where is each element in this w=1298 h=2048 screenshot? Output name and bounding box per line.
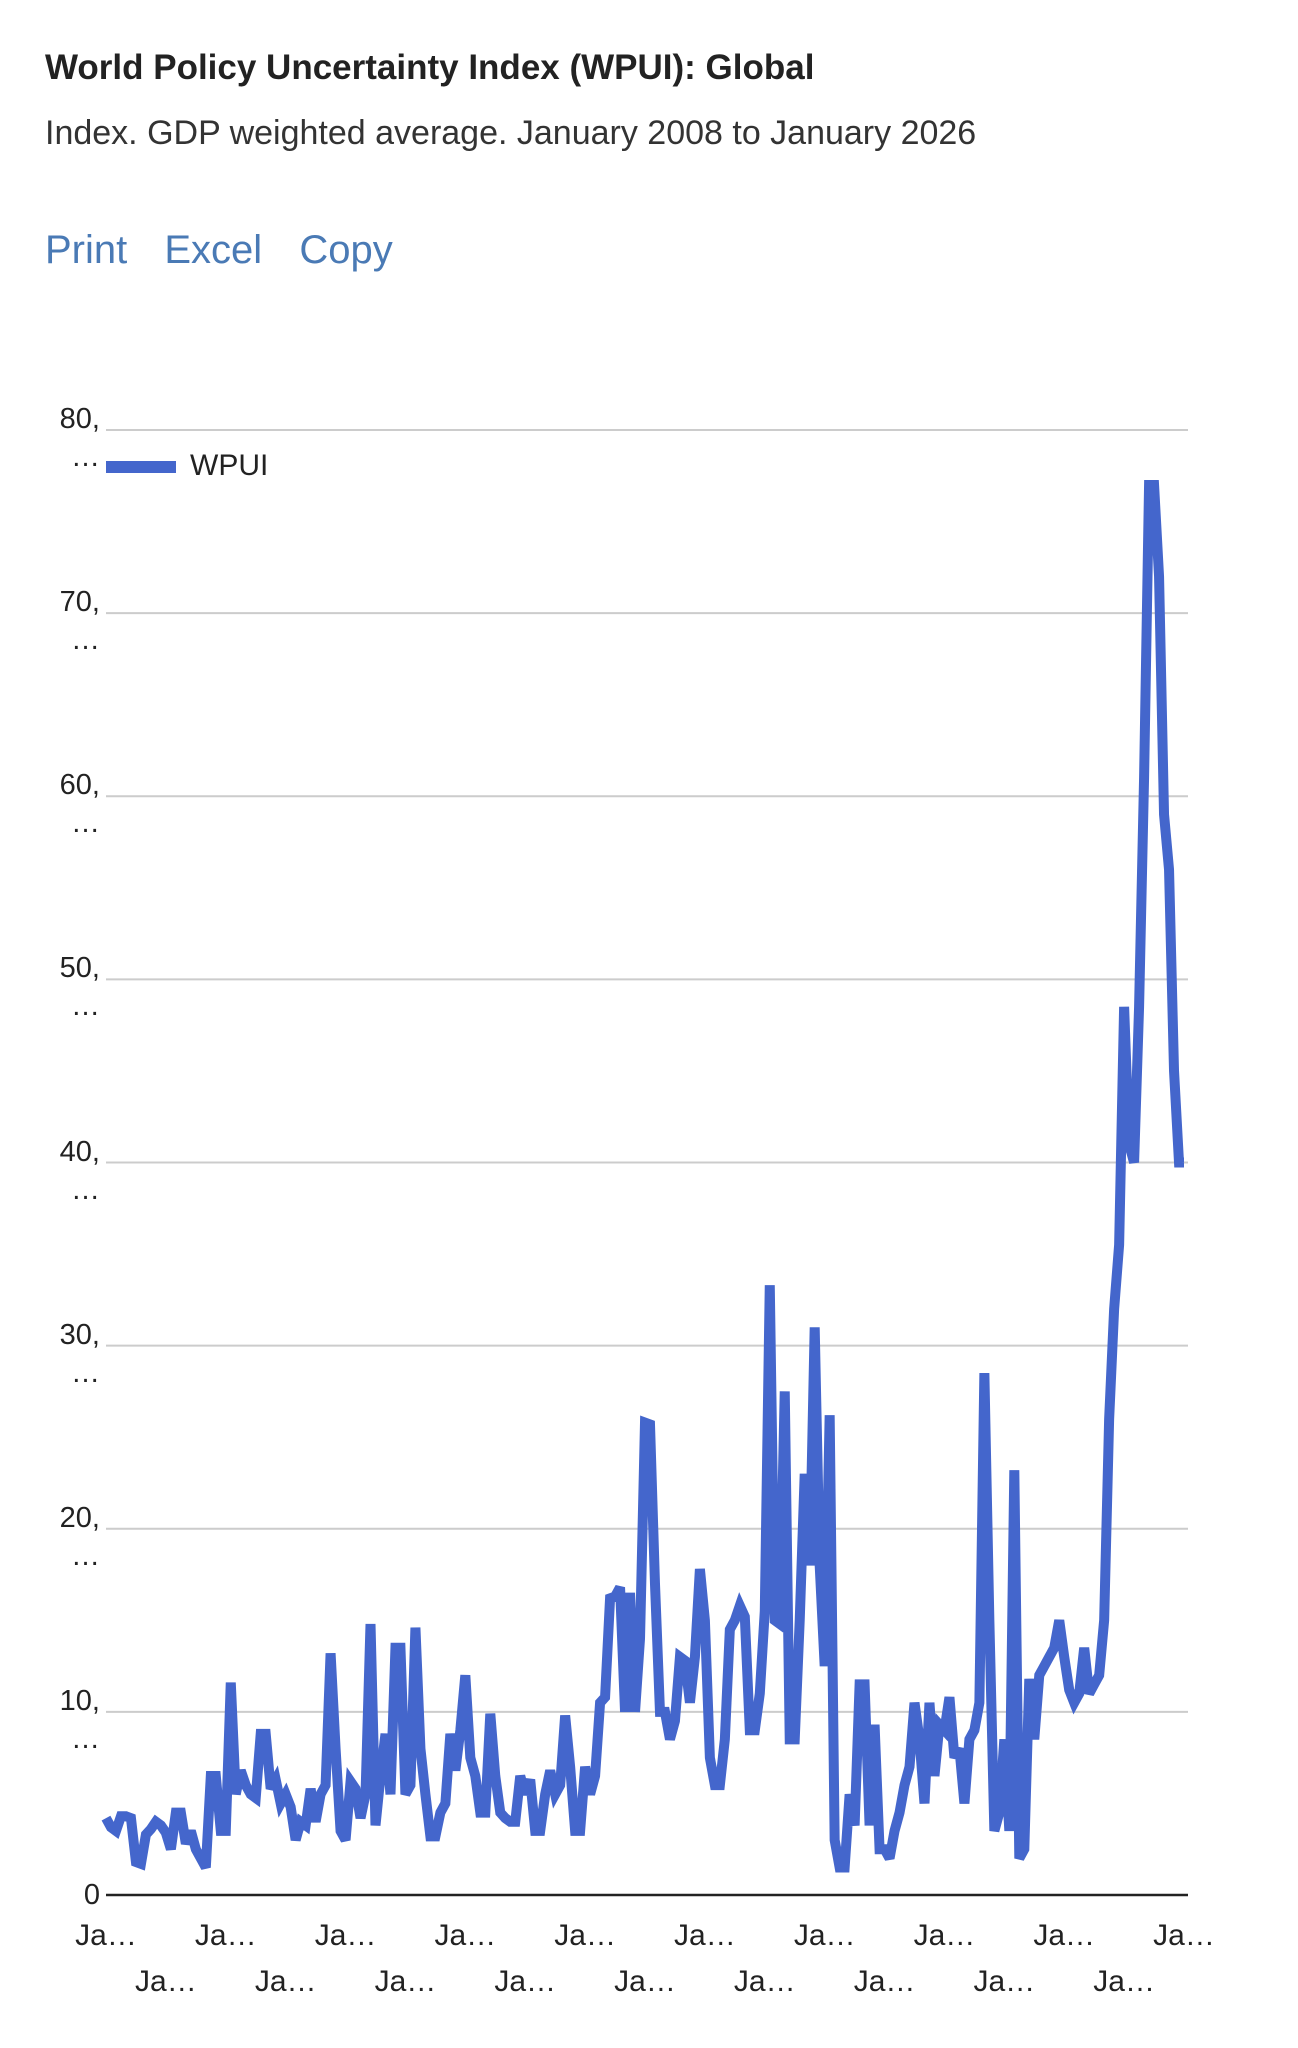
y-tick-label: 0 [83, 1879, 100, 1911]
x-tick-label: Ja… [375, 1965, 437, 1998]
y-tick-label: 20, … [59, 1501, 100, 1572]
x-tick-label: Ja… [255, 1965, 317, 1998]
chart-subtitle: Index. GDP weighted average. January 200… [45, 114, 977, 152]
x-tick-label: Ja… [554, 1919, 616, 1952]
x-tick-label: Ja… [494, 1965, 556, 1998]
legend-label: WPUI [190, 449, 268, 482]
y-tick-label: 40, … [59, 1135, 100, 1206]
x-tick-label: Ja… [674, 1919, 736, 1952]
x-tick-label: Ja… [854, 1965, 916, 1998]
x-tick-label: Ja… [1093, 1965, 1155, 1998]
x-tick-label: Ja… [135, 1965, 197, 1998]
x-tick-label: Ja… [1153, 1919, 1215, 1952]
y-tick-label: 60, … [59, 769, 100, 840]
x-tick-label: Ja… [614, 1965, 676, 1998]
chart-title: World Policy Uncertainty Index (WPUI): G… [45, 48, 815, 87]
print-link[interactable]: Print [45, 228, 128, 272]
x-tick-label: Ja… [315, 1919, 377, 1952]
x-tick-label: Ja… [75, 1919, 137, 1952]
data-line [101, 479, 1185, 1873]
y-tick-label: 50, … [59, 952, 100, 1023]
x-tick-label: Ja… [794, 1919, 856, 1952]
copy-link[interactable]: Copy [299, 228, 393, 272]
x-tick-label: Ja… [914, 1919, 976, 1952]
x-tick-label: Ja… [195, 1919, 257, 1952]
x-tick-label: Ja… [973, 1965, 1035, 1998]
y-tick-label: 80, … [59, 403, 100, 473]
y-tick-label: 30, … [59, 1318, 100, 1389]
x-tick-label: Ja… [1033, 1919, 1095, 1952]
excel-link[interactable]: Excel [164, 228, 263, 272]
y-tick-label: 70, … [59, 586, 100, 657]
y-tick-label: 10, … [59, 1684, 100, 1755]
x-tick-label: Ja… [434, 1919, 496, 1952]
x-tick-label: Ja… [734, 1965, 796, 1998]
toolbar: Print Excel Copy [45, 228, 419, 273]
